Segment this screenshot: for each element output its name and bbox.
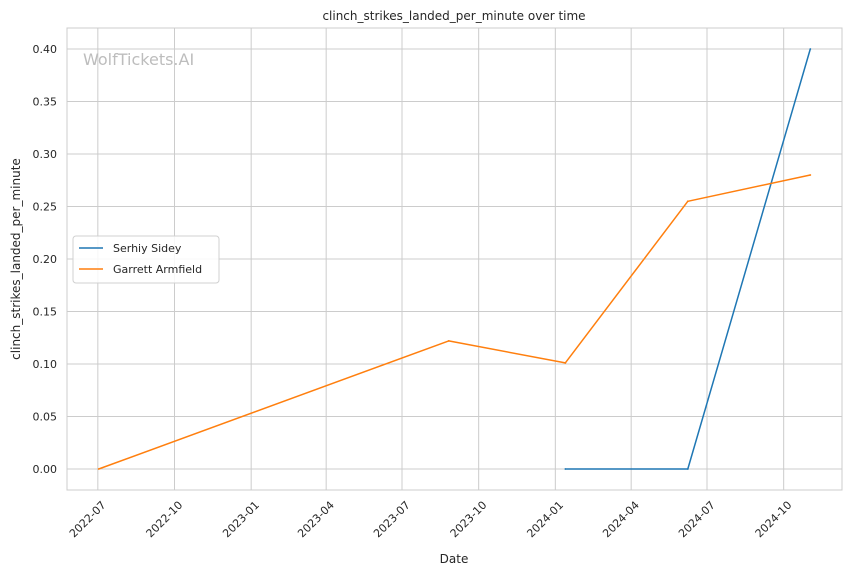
y-tick-label: 0.10 [33, 358, 58, 371]
legend-box [72, 235, 220, 284]
y-tick-label: 0.25 [33, 201, 58, 214]
data-point [686, 468, 689, 470]
y-tick-label: 0.35 [33, 96, 58, 109]
data-point [564, 362, 567, 364]
legend-item: Garrett Armfield [79, 263, 202, 276]
data-point [809, 48, 812, 50]
y-tick-label: 0.00 [33, 463, 58, 476]
series-0 [564, 48, 812, 470]
chart-title: clinch_strikes_landed_per_minute over ti… [322, 9, 585, 23]
y-tick-labels: 0.00 0.05 0.10 0.15 0.20 0.25 0.30 0.35 0.40 [33, 43, 58, 476]
data-point [564, 468, 567, 470]
watermark: WolfTickets.AI [83, 50, 194, 69]
y-axis-label: clinch_strikes_landed_per_minute [9, 158, 23, 360]
y-tick-label: 0.15 [33, 306, 58, 319]
y-tick-label: 0.20 [33, 253, 58, 266]
x-axis-label: Date [440, 552, 469, 566]
data-point [447, 340, 450, 342]
data-point [686, 200, 689, 203]
series-1 [97, 174, 812, 470]
y-tick-label: 0.30 [33, 148, 58, 161]
series-layer [97, 48, 812, 470]
data-point [809, 174, 812, 176]
legend-label: Serhiy Sidey [113, 242, 182, 255]
legend-label: Garrett Armfield [113, 263, 202, 276]
legend-item: Serhiy Sidey [79, 242, 182, 255]
y-tick-label: 0.40 [33, 43, 58, 56]
legend: Serhiy Sidey Garrett Armfield [72, 235, 220, 284]
data-point [97, 468, 100, 470]
y-tick-label: 0.05 [33, 411, 58, 424]
plot-frame [66, 27, 843, 491]
grid [67, 28, 842, 490]
